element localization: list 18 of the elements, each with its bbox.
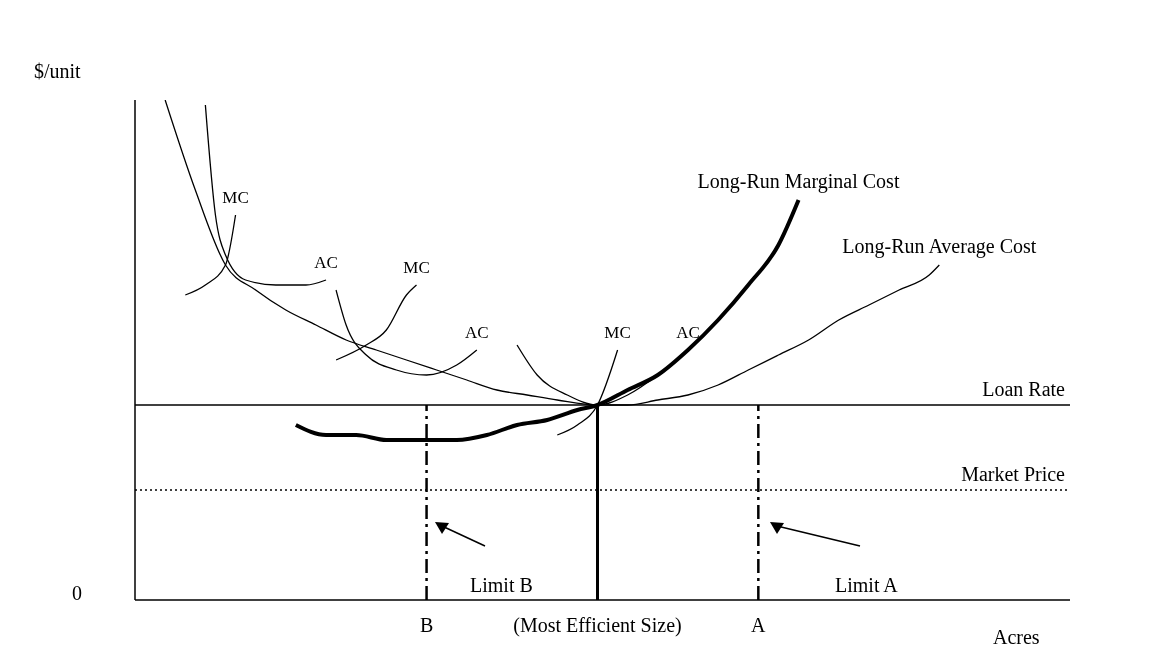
x-tick-label: (Most Efficient Size) [513,614,682,637]
x-axis-title: Acres [993,626,1040,649]
series-label: AC [465,323,489,342]
x-tick-label: B [419,614,434,636]
y-axis-title: $/unit [34,60,81,83]
series-label: MC [222,188,249,207]
ref-line-label: Market Price [961,463,1066,486]
x-tick-label: A [751,614,767,636]
annotation: Limit A [835,574,899,596]
series-label: MC [403,258,430,277]
series-label: Long-Run Marginal Cost [697,170,900,193]
series-label: AC [314,253,338,272]
series-label: Long-Run Average Cost [842,235,1037,258]
series-label: AC [676,323,700,342]
series-label: MC [604,323,631,342]
annotation: Limit B [470,574,533,596]
text: 0 [72,582,82,604]
ref-line-label: Loan Rate [982,378,1066,401]
